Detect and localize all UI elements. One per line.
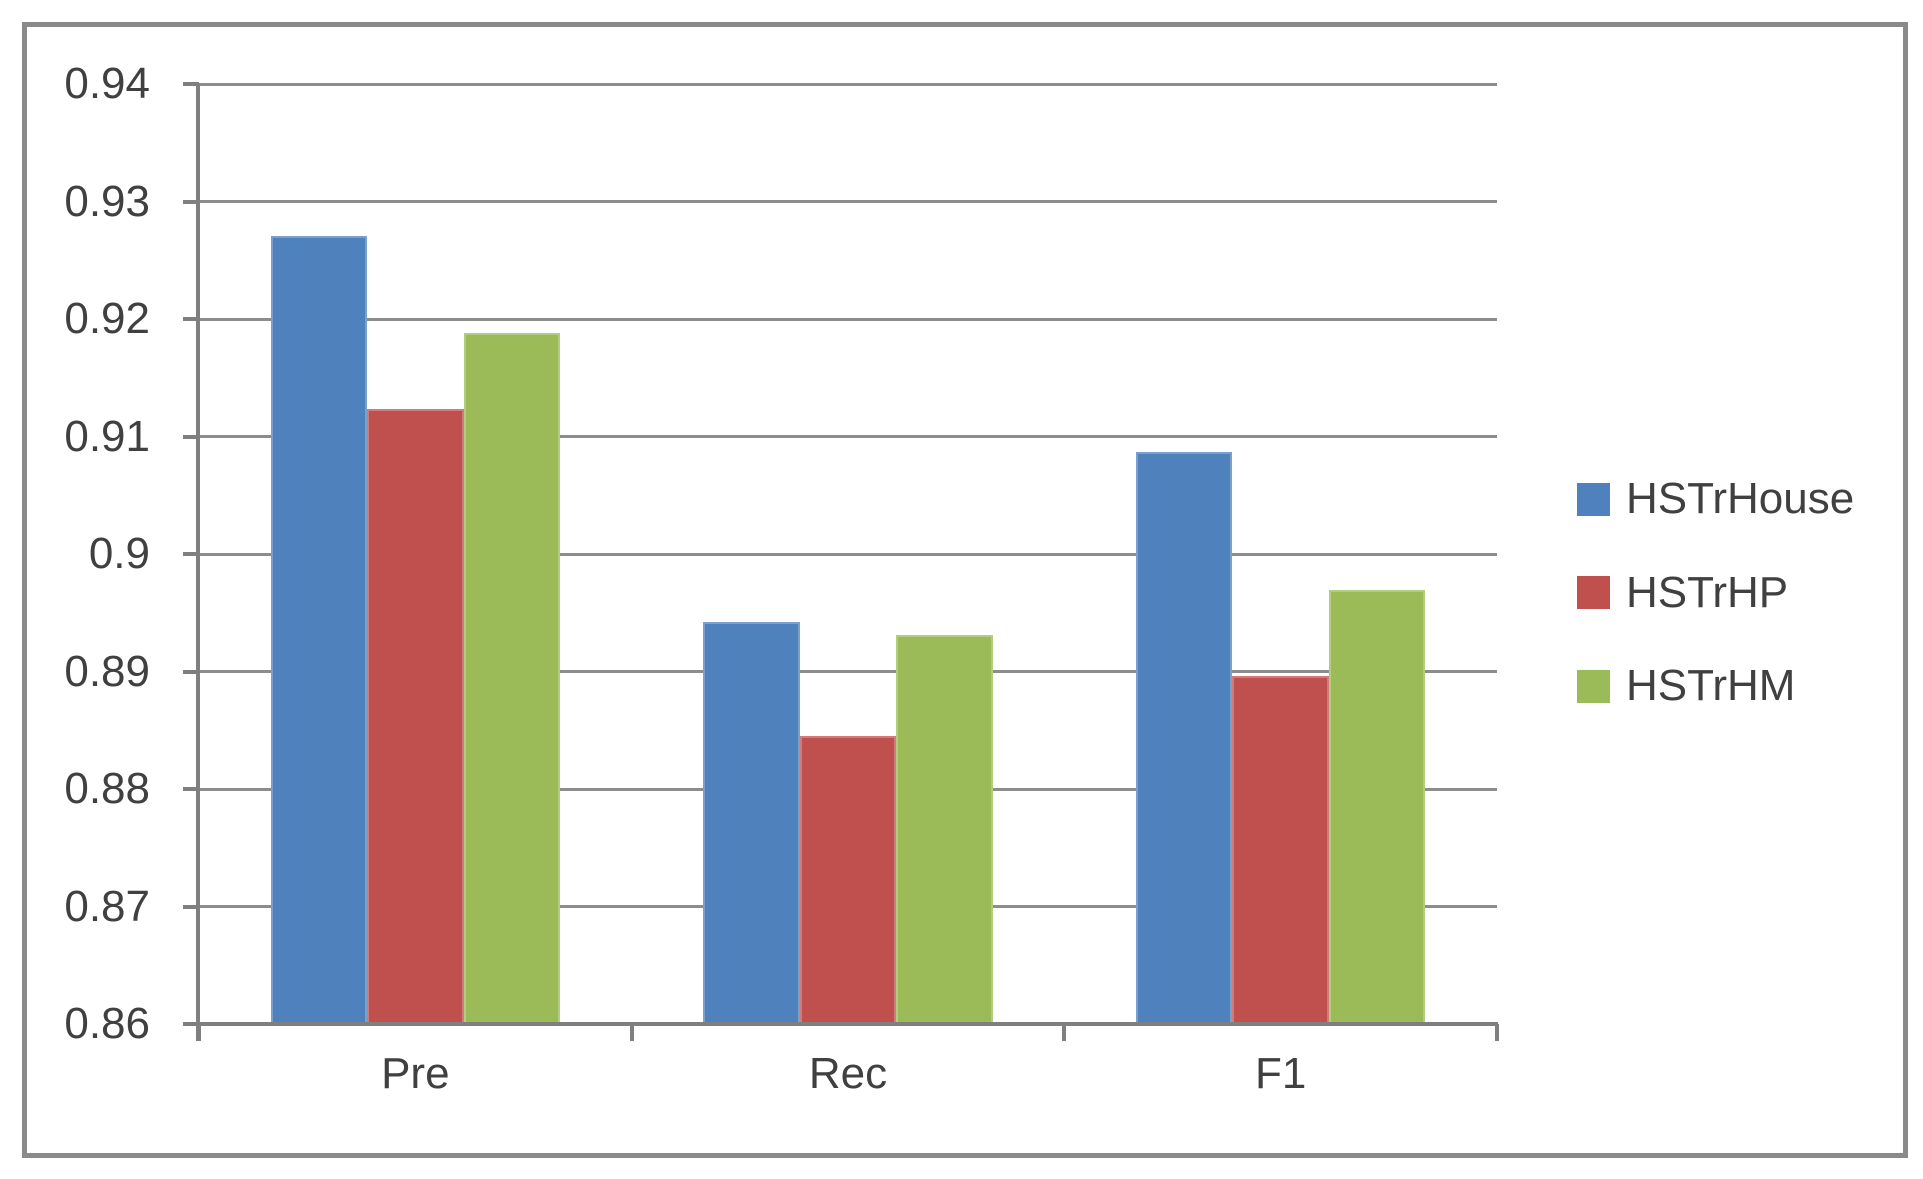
y-tick-0.92 [183,317,199,321]
x-category-label-F1: F1 [1254,1049,1307,1098]
chart-border-frame [22,22,1908,1158]
legend-item-HSTrHP: HSTrHP [1577,563,1788,623]
y-tick-label-0.94: 0.94 [64,59,150,108]
bar-HSTrHM-F1 [1328,590,1426,1026]
gridline-0.9 [199,552,1497,556]
y-tick-0.86 [183,1022,199,1026]
bar-HSTrHP-F1 [1232,676,1329,1026]
x-tick-0 [197,1024,201,1041]
bar-HSTrHM-Pre [463,333,561,1026]
gridline-0.94 [199,82,1497,86]
bar-HSTrHouse-Rec [703,622,800,1026]
y-tick-label-0.86: 0.86 [64,999,150,1048]
y-tick-label-0.87: 0.87 [64,881,150,931]
y-tick-0.9 [183,552,199,556]
y-tick-0.91 [183,434,199,439]
bar-HSTrHP-Rec [799,736,897,1026]
x-tick-3 [1495,1024,1499,1041]
y-tick-0.89 [183,669,199,674]
bar-HSTrHouse-F1 [1135,451,1233,1026]
y-tick-label-0.91: 0.91 [64,411,150,461]
legend-swatch-HSTrHP [1577,576,1610,609]
x-axis-line [196,1022,1498,1026]
x-category-label-Pre: Pre [381,1049,450,1098]
legend-swatch-HSTrHM [1577,669,1610,703]
y-tick-label-0.88: 0.88 [64,764,150,813]
legend-swatch-HSTrHouse [1577,482,1610,516]
legend-item-HSTrHouse: HSTrHouse [1577,469,1854,529]
y-tick-label-0.9: 0.9 [88,529,150,578]
legend-label-HSTrHouse: HSTrHouse [1626,474,1855,523]
y-tick-0.87 [183,904,199,909]
y-tick-0.93 [183,199,199,204]
x-tick-1 [629,1024,634,1041]
gridline-0.92 [199,317,1497,321]
x-category-label-Rec: Rec [808,1049,888,1098]
bar-HSTrHM-Rec [896,635,993,1026]
y-tick-label-0.93: 0.93 [64,176,150,226]
bar-HSTrHouse-Pre [270,235,368,1026]
gridline-0.89 [199,670,1497,673]
x-tick-2 [1062,1024,1067,1041]
gridline-0.91 [199,435,1497,438]
y-tick-0.88 [183,787,199,791]
y-tick-label-0.89: 0.89 [64,646,150,696]
y-tick-0.94 [183,82,199,86]
gridline-0.93 [199,200,1497,203]
legend-label-HSTrHP: HSTrHP [1626,567,1789,617]
y-axis-line [196,84,200,1041]
legend-item-HSTrHM: HSTrHM [1577,656,1795,716]
y-tick-label-0.92: 0.92 [64,294,150,343]
legend-label-HSTrHM: HSTrHM [1626,661,1796,710]
bar-HSTrHP-Pre [367,409,464,1026]
